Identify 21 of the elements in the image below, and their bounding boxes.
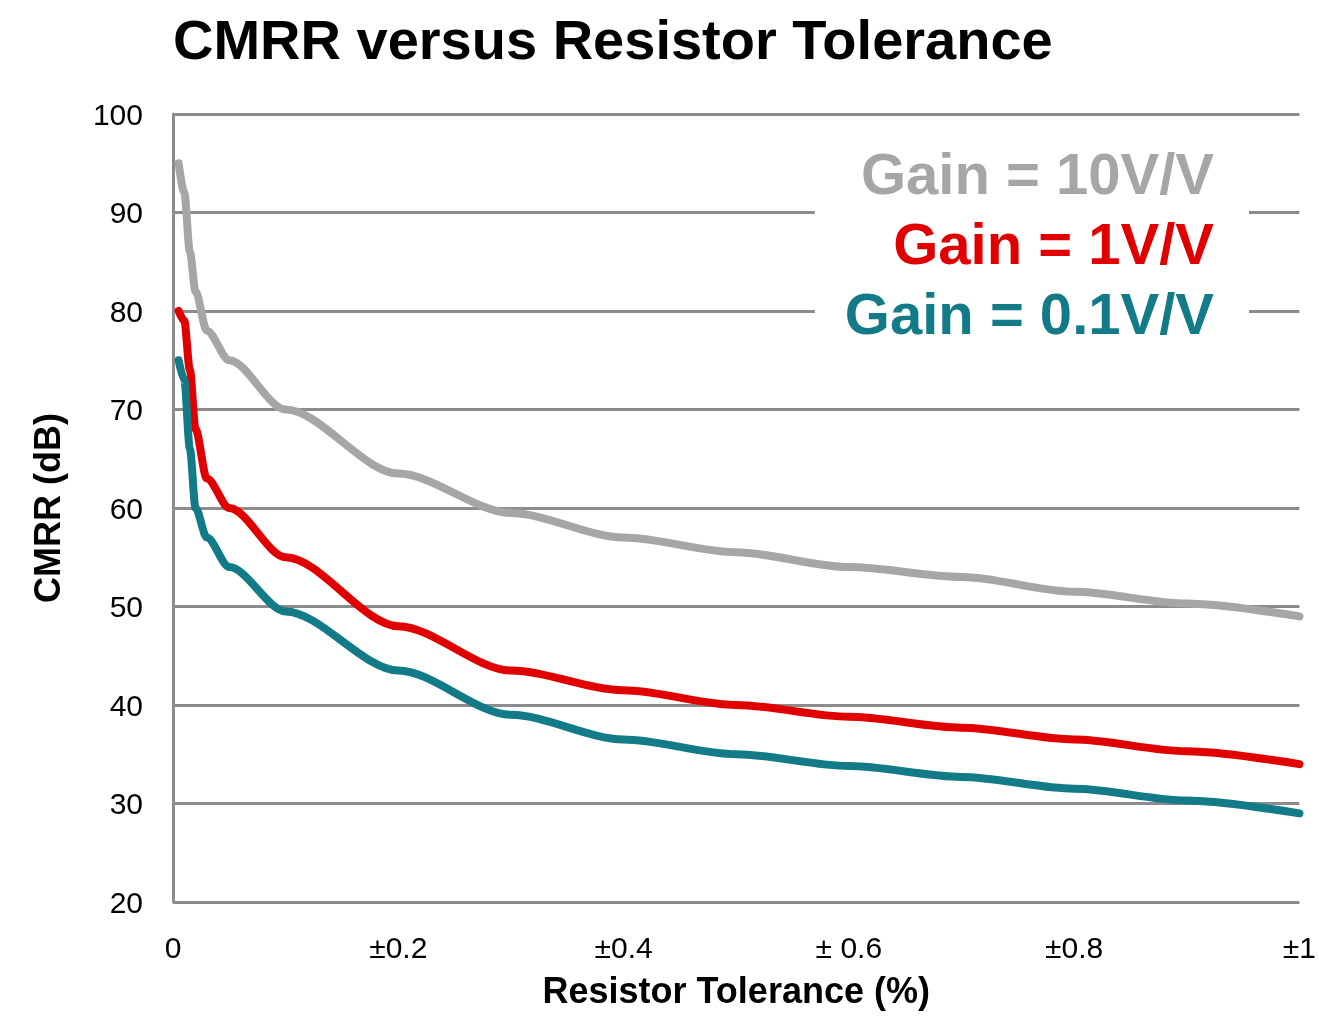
y-tick-label: 70 xyxy=(109,393,143,426)
y-tick-label: 40 xyxy=(109,688,143,722)
x-tick-label: 0 xyxy=(164,930,182,964)
x-tick-label: ±0.4 xyxy=(594,930,653,964)
text: Gain = 10V/V xyxy=(860,140,1215,206)
x-tick-label: ± 0.6 xyxy=(815,930,883,964)
y-tick-label: 100 xyxy=(92,97,143,131)
x-tick-label: ±0.2 xyxy=(369,930,428,964)
x-tick-label: ±1 xyxy=(1282,930,1316,964)
y-tick-label: 50 xyxy=(109,590,143,623)
x-tick-label: ±0.8 xyxy=(1045,930,1104,964)
x-axis-title: Resistor Tolerance (%) xyxy=(542,969,930,1011)
y-tick-label: 90 xyxy=(109,196,143,229)
y-tick-label: 80 xyxy=(109,294,143,328)
text: Gain = 1V/V xyxy=(893,210,1215,276)
y-tick-label: 30 xyxy=(109,787,143,820)
text: Gain = 0.1V/V xyxy=(844,280,1215,346)
y-tick-label: 20 xyxy=(109,885,143,919)
chart-title: CMRR versus Resistor Tolerance xyxy=(173,7,1053,71)
y-axis-title: CMRR (dB) xyxy=(26,413,68,603)
y-tick-label: 60 xyxy=(109,491,143,525)
